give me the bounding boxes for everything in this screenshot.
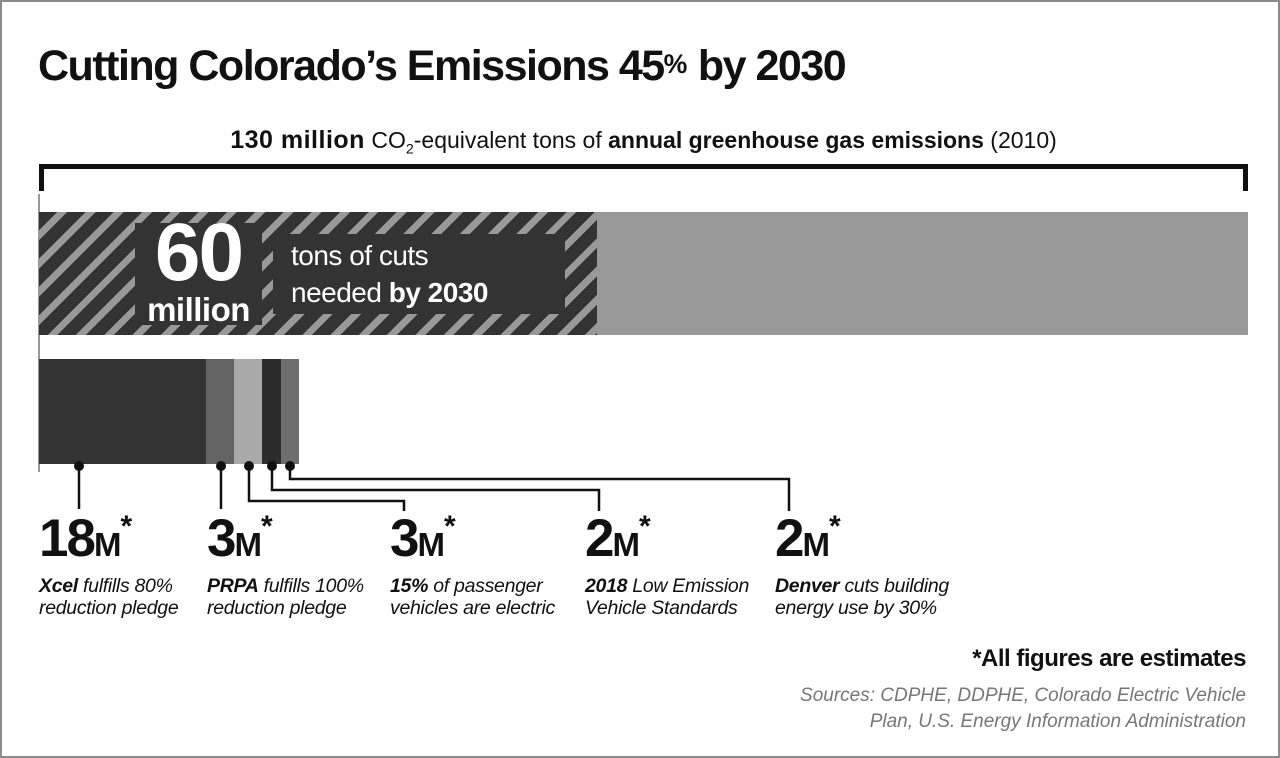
bracket-line (39, 164, 1248, 169)
callout-prpa-desc: PRPA fulfills 100% reduction pledge (207, 575, 364, 619)
total-emissions-label: 130 million CO2-equivalent tons of annua… (39, 126, 1248, 158)
bar-segment-prpa (206, 359, 235, 464)
sources-credit: Sources: CDPHE, DDPHE, Colorado Electric… (800, 683, 1246, 735)
callout-lev-number: 2M* (585, 510, 749, 566)
callout-ev-desc: 15% of passenger vehicles are electric (390, 575, 555, 619)
callout-xcel-asterisk: * (120, 510, 133, 543)
co-text: CO (364, 127, 406, 153)
callout-xcel: 18M* Xcel fulfills 80% reduction pledge (39, 510, 179, 620)
bar-segment-denver (280, 359, 300, 464)
callout-denver-asterisk: * (828, 510, 841, 543)
cuts-amount-value: 60 (154, 207, 244, 299)
callout-xcel-desc-lead: Xcel (39, 575, 78, 598)
callout-xcel-value: 18 (39, 509, 96, 568)
callout-lev-desc-lead: 2018 (585, 575, 628, 598)
callout-denver-unit: M (802, 526, 829, 563)
page-title: Cutting Colorado’s Emissions 45% by 2030 (38, 42, 847, 91)
callout-xcel-desc: Xcel fulfills 80% reduction pledge (39, 575, 179, 620)
co2-subscript: 2 (405, 141, 414, 158)
callout-prpa-desc-line1: fulfills 100% (258, 575, 364, 598)
callout-xcel-desc-line1: fulfills 80% (77, 575, 173, 598)
cuts-desc-line2-bold: by 2030 (388, 277, 489, 308)
callout-lev: 2M* 2018 Low Emission Vehicle Standards (585, 510, 749, 620)
title-prefix: Cutting Colorado’s Emissions 45 (38, 42, 665, 90)
title-percent: % (663, 49, 688, 79)
callout-lev-asterisk: * (638, 510, 651, 543)
bar-segment-xcel (39, 359, 207, 464)
callout-ev-desc-lead: 15% (390, 575, 429, 598)
callout-xcel-desc-line2: reduction pledge (39, 597, 179, 620)
cuts-description-overlay: tons of cuts needed by 2030 (273, 234, 565, 314)
title-suffix: by 2030 (687, 42, 847, 90)
callout-denver-number: 2M* (775, 510, 949, 566)
cuts-desc-line1: tons of cuts (291, 240, 429, 271)
ghg-text: annual greenhouse gas emissions (608, 127, 984, 153)
callout-lev-desc-line1: Low Emission (627, 575, 749, 598)
callout-denver-desc: Denver cuts building energy use by 30% (775, 575, 949, 619)
callout-ev-value: 3 (390, 509, 420, 568)
cuts-desc-line2: needed by 2030 (291, 274, 565, 311)
callout-prpa-desc-line2: reduction pledge (207, 597, 347, 620)
callout-prpa-number: 3M* (207, 510, 364, 566)
callout-lev-value: 2 (585, 509, 615, 568)
total-amount: 130 million (230, 126, 365, 154)
callout-denver-value: 2 (775, 509, 805, 568)
cut-measures-bar (39, 359, 300, 464)
callout-ev-unit: M (417, 526, 444, 563)
sources-line1: Sources: CDPHE, DDPHE, Colorado Electric… (800, 685, 1246, 706)
callout-prpa-desc-lead: PRPA (207, 575, 259, 598)
callout-prpa-unit: M (234, 526, 261, 563)
callout-xcel-number: 18M* (39, 510, 178, 566)
cuts-desc-line2-regular: needed (291, 277, 389, 308)
callout-lev-desc-line2: Vehicle Standards (585, 597, 738, 620)
callout-ev-number: 3M* (390, 510, 555, 566)
callout-prpa-asterisk: * (260, 510, 273, 543)
callout-denver: 2M* Denver cuts building energy use by 3… (775, 510, 949, 620)
callout-ev-asterisk: * (443, 510, 456, 543)
year-text: (2010) (983, 127, 1057, 153)
callout-denver-desc-lead: Denver (775, 575, 840, 598)
callout-ev-desc-line2: vehicles are electric (390, 597, 555, 620)
callout-denver-desc-line2: energy use by 30% (775, 597, 937, 620)
bracket-tick-right (1243, 164, 1248, 191)
bracket-tick-left (39, 164, 44, 191)
callout-ev-desc-line1: of passenger (428, 575, 543, 598)
cuts-amount-unit: million (147, 290, 250, 328)
cuts-amount-overlay: 60 million (135, 212, 262, 328)
callout-xcel-unit: M (93, 526, 121, 563)
callout-lev-desc: 2018 Low Emission Vehicle Standards (585, 575, 749, 619)
callout-lev-unit: M (612, 526, 639, 563)
callout-denver-desc-line1: cuts building (839, 575, 949, 598)
bar-segment-lev (262, 359, 281, 464)
bar-segment-ev (234, 359, 263, 464)
callout-prpa: 3M* PRPA fulfills 100% reduction pledge (207, 510, 364, 620)
estimates-footnote: *All figures are estimates (972, 645, 1246, 672)
sources-line2: Plan, U.S. Energy Information Administra… (869, 711, 1246, 732)
callout-ev: 3M* 15% of passenger vehicles are electr… (390, 510, 555, 620)
total-emissions-bar: 60 million tons of cuts needed by 2030 (39, 212, 1248, 335)
callout-prpa-value: 3 (207, 509, 237, 568)
equivalent-text: -equivalent tons of (413, 127, 609, 153)
